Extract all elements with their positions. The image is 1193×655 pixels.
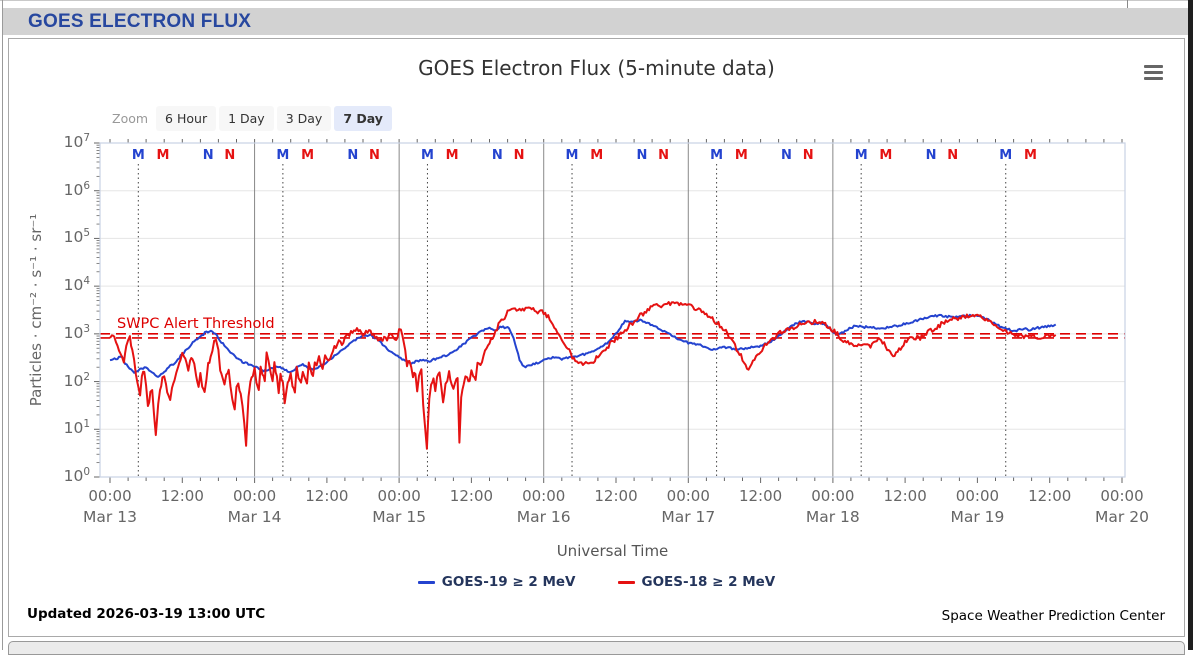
updated-timestamp: Updated 2026-03-19 13:00 UTC <box>27 606 266 622</box>
x-axis-title: Universal Time <box>556 542 669 560</box>
satellite-marker-M: M <box>590 148 603 163</box>
hamburger-icon <box>1143 70 1163 74</box>
x-date-label: Mar 14 <box>227 508 282 526</box>
zoom-toolbar: Zoom 6 Hour 1 Day 3 Day 7 Day <box>112 106 392 131</box>
zoom-label: Zoom <box>112 111 149 126</box>
satellite-marker-N: N <box>514 148 525 163</box>
zoom-button-3-day[interactable]: 3 Day <box>276 106 332 131</box>
satellite-marker-M: M <box>855 148 868 163</box>
section-header-goes-electron-flux[interactable]: GOES ELECTRON FLUX <box>3 8 1188 35</box>
satellite-marker-N: N <box>369 148 380 163</box>
x-date-label: Mar 19 <box>950 508 1005 526</box>
x-date-label: Mar 17 <box>661 508 716 526</box>
y-tick-label: 100 <box>63 466 90 486</box>
satellite-marker-N: N <box>658 148 669 163</box>
legend-swatch <box>417 580 435 584</box>
x-tick-label: 00:00 <box>811 487 855 505</box>
section-title: GOES ELECTRON FLUX <box>28 10 252 32</box>
satellite-marker-N: N <box>492 148 503 163</box>
satellite-marker-M: M <box>446 148 459 163</box>
y-tick-label: 103 <box>63 322 90 342</box>
satellite-marker-M: M <box>301 148 314 163</box>
page-right-border <box>1188 0 1193 650</box>
x-date-label: Mar 13 <box>83 508 137 526</box>
x-tick-label: 12:00 <box>738 487 783 505</box>
y-tick-label: 106 <box>63 179 90 199</box>
next-section-header[interactable] <box>8 641 1185 655</box>
satellite-marker-M: M <box>132 148 145 163</box>
hamburger-icon <box>1143 64 1163 68</box>
y-tick-label: 107 <box>63 132 90 152</box>
page-left-border <box>2 0 3 650</box>
y-tick-label: 101 <box>63 418 90 438</box>
satellite-marker-M: M <box>566 148 579 163</box>
series-GOES-18 <box>109 301 1057 450</box>
x-tick-label: 12:00 <box>160 487 204 505</box>
x-tick-label: 12:00 <box>449 487 494 505</box>
zoom-button-7-day[interactable]: 7 Day <box>334 106 392 131</box>
y-tick-label: 105 <box>63 227 90 247</box>
satellite-marker-N: N <box>926 148 937 163</box>
source-attribution: Space Weather Prediction Center <box>941 608 1165 624</box>
x-tick-label: 12:00 <box>594 487 638 505</box>
satellite-marker-N: N <box>636 148 647 163</box>
x-date-label: Mar 15 <box>372 508 427 526</box>
x-date-label: Mar 16 <box>516 508 571 526</box>
legend-label: GOES-19 ≥ 2 MeV <box>441 574 576 590</box>
satellite-marker-M: M <box>710 148 723 163</box>
satellite-marker-M: M <box>735 148 748 163</box>
satellite-marker-M: M <box>1024 148 1037 163</box>
top-divider-notch <box>1127 0 1128 9</box>
legend-swatch <box>617 580 635 584</box>
x-date-label: Mar 18 <box>805 508 860 526</box>
x-tick-label: 00:00 <box>522 487 566 505</box>
x-tick-label: 00:00 <box>666 487 710 505</box>
x-tick-label: 12:00 <box>883 487 927 505</box>
satellite-marker-M: M <box>879 148 892 163</box>
zoom-button-6-hour[interactable]: 6 Hour <box>156 106 217 131</box>
satellite-marker-N: N <box>203 148 214 163</box>
satellite-marker-M: M <box>999 148 1012 163</box>
x-tick-label: 00:00 <box>377 487 421 505</box>
x-tick-label: 00:00 <box>1100 487 1144 505</box>
x-date-label: Mar 20 <box>1095 508 1149 526</box>
satellite-marker-M: M <box>276 148 289 163</box>
satellite-marker-N: N <box>803 148 814 163</box>
chart-menu-button[interactable] <box>1139 59 1167 85</box>
series-GOES-19 <box>109 313 1057 378</box>
x-tick-label: 00:00 <box>232 487 277 505</box>
legend-item-goes-19[interactable]: GOES-19 ≥ 2 MeV <box>417 574 576 590</box>
legend-item-goes-18[interactable]: GOES-18 ≥ 2 MeV <box>617 574 776 590</box>
legend: GOES-19 ≥ 2 MeV GOES-18 ≥ 2 MeV <box>8 574 1185 590</box>
satellite-marker-M: M <box>157 148 170 163</box>
y-tick-label: 102 <box>63 370 90 390</box>
satellite-marker-N: N <box>347 148 358 163</box>
y-tick-label: 104 <box>63 275 90 295</box>
page-top-border <box>0 0 1193 1</box>
chart-title: GOES Electron Flux (5-minute data) <box>418 56 775 80</box>
zoom-button-1-day[interactable]: 1 Day <box>219 106 274 131</box>
x-tick-label: 00:00 <box>955 487 1000 505</box>
satellite-marker-N: N <box>224 148 235 163</box>
satellite-marker-N: N <box>781 148 792 163</box>
satellite-marker-N: N <box>947 148 958 163</box>
x-tick-label: 12:00 <box>305 487 349 505</box>
threshold-label: SWPC Alert Threshold <box>117 316 275 332</box>
x-tick-label: 00:00 <box>88 487 132 505</box>
legend-label: GOES-18 ≥ 2 MeV <box>641 574 776 590</box>
hamburger-icon <box>1143 76 1163 80</box>
satellite-marker-M: M <box>421 148 434 163</box>
x-tick-label: 12:00 <box>1028 487 1072 505</box>
